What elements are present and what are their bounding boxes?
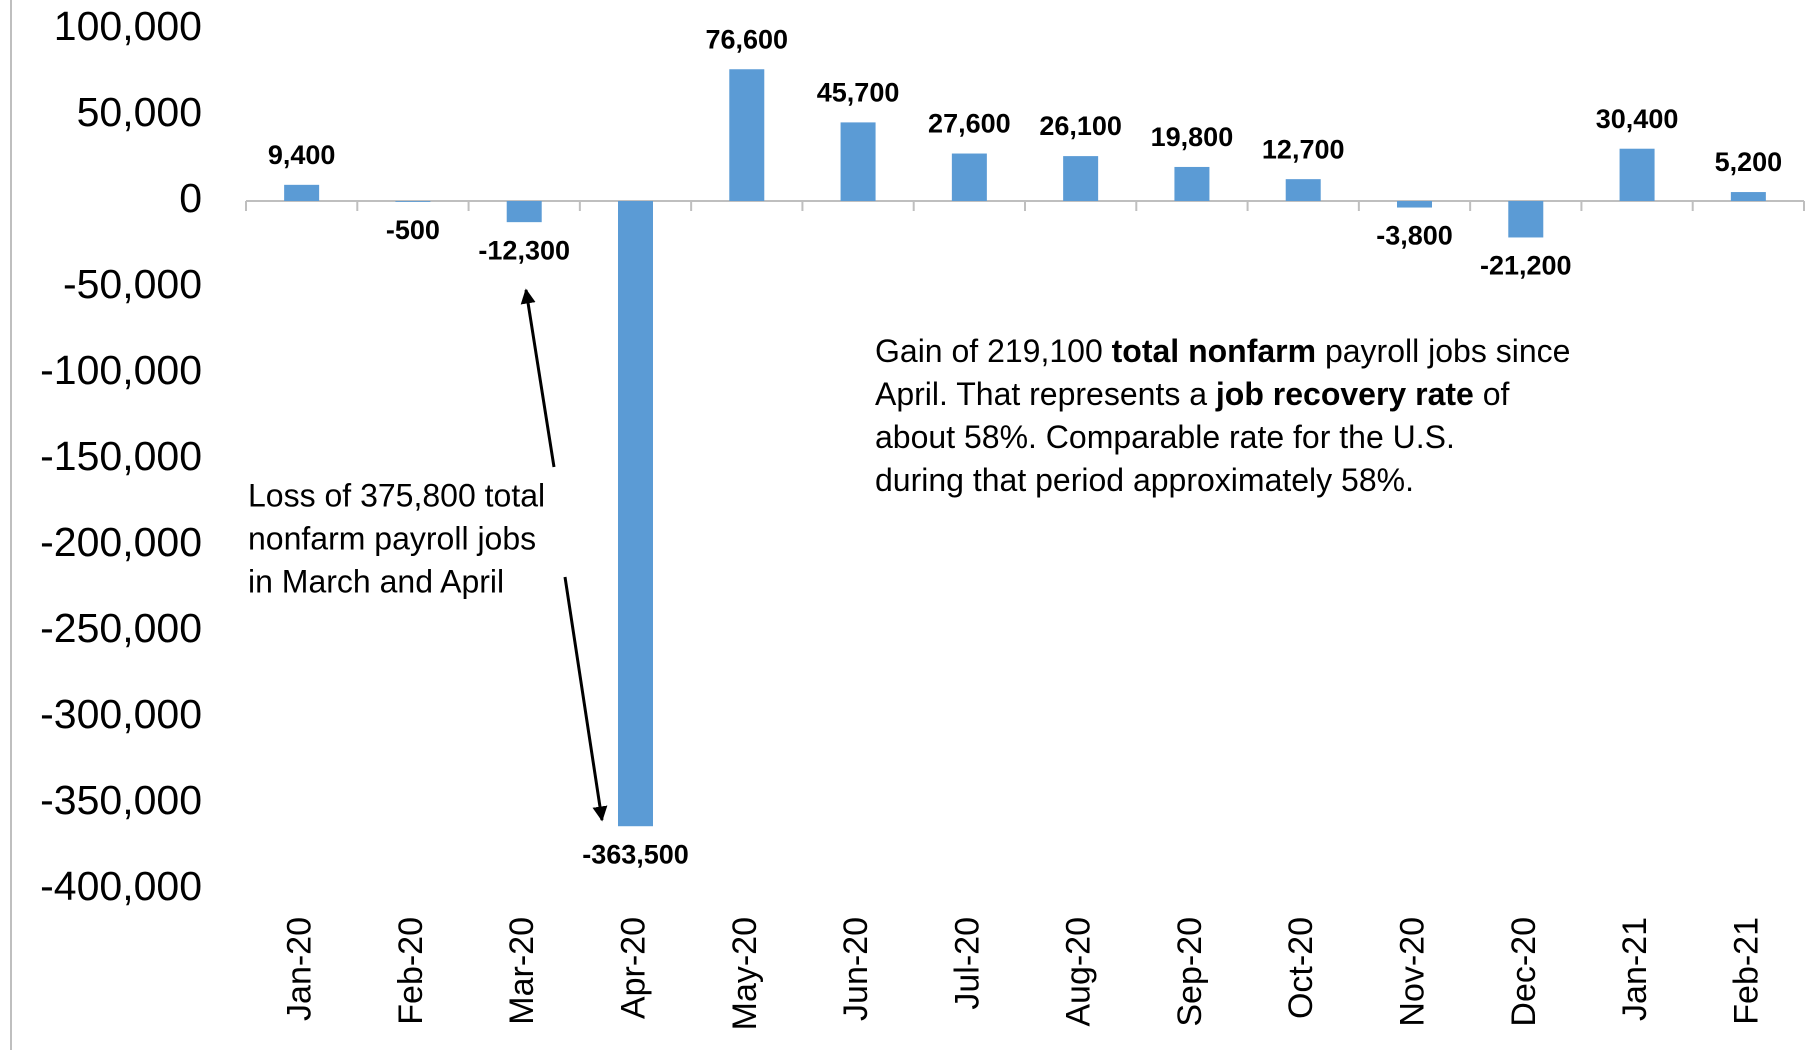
data-label: -12,300: [478, 235, 570, 265]
y-tick-label: 0: [179, 175, 202, 221]
bar: [1730, 192, 1766, 201]
x-tick-label: Jul-20: [948, 917, 986, 1010]
data-label: 26,100: [1039, 111, 1122, 141]
annotation: nonfarm payroll jobs: [248, 520, 536, 556]
bar: [618, 201, 653, 827]
data-label: 27,600: [928, 109, 1011, 139]
x-tick-label: Feb-20: [392, 917, 430, 1025]
data-label: 5,200: [1715, 147, 1783, 177]
x-tick-label: Jan-21: [1616, 917, 1654, 1021]
x-tick-label: Mar-20: [503, 917, 541, 1025]
y-tick-label: -250,000: [40, 605, 202, 651]
annotation: Gain of 219,100 total nonfarm payroll jo…: [875, 333, 1570, 369]
bar: [1063, 156, 1099, 201]
x-tick-label: Jun-20: [837, 917, 875, 1021]
data-label: 12,700: [1262, 134, 1345, 164]
data-label: 45,700: [817, 78, 900, 108]
y-tick-label: 50,000: [77, 89, 202, 135]
bar: [1619, 148, 1655, 201]
bar: [729, 69, 765, 201]
annotation: April. That represents a job recovery ra…: [875, 376, 1510, 412]
arrow: [563, 576, 608, 822]
bar: [395, 201, 431, 202]
data-label: -3,800: [1376, 221, 1453, 251]
y-tick-label: -350,000: [40, 777, 202, 823]
annotation: Loss of 375,800 total: [248, 477, 545, 513]
y-tick-label: -400,000: [40, 863, 202, 909]
bar: [1397, 201, 1432, 208]
data-label: -500: [386, 215, 440, 245]
x-tick-label: Sep-20: [1171, 917, 1209, 1027]
annotation-run: job recovery rate: [1215, 376, 1474, 412]
annotation: during that period approximately 58%.: [875, 462, 1414, 498]
y-tick-label: -150,000: [40, 433, 202, 479]
bar: [284, 184, 320, 201]
data-label: 76,600: [705, 24, 788, 54]
annotation-run: payroll jobs since: [1316, 333, 1570, 369]
x-tick-label: Nov-20: [1393, 917, 1431, 1027]
annotation-run: Gain of 219,100: [875, 333, 1112, 369]
annotation-run: April. That represents a: [875, 376, 1216, 412]
data-label: 9,400: [268, 140, 336, 170]
data-label: 19,800: [1151, 122, 1234, 152]
x-tick-label: Jan-20: [281, 917, 319, 1021]
y-tick-label: -100,000: [40, 347, 202, 393]
y-tick-label: -200,000: [40, 519, 202, 565]
x-tick-label: Feb-21: [1727, 917, 1765, 1025]
x-tick-label: Apr-20: [614, 917, 652, 1019]
data-label: -363,500: [582, 839, 689, 869]
data-label: -21,200: [1480, 251, 1572, 281]
annotation: in March and April: [248, 563, 504, 599]
bar: [1285, 179, 1321, 201]
x-tick-label: May-20: [726, 917, 764, 1030]
arrow: [520, 288, 556, 468]
x-tick-label: Oct-20: [1282, 917, 1320, 1019]
y-tick-label: -50,000: [63, 261, 202, 307]
bar: [1174, 166, 1210, 201]
annotation-run: of: [1474, 376, 1510, 412]
x-tick-label: Aug-20: [1060, 917, 1098, 1027]
y-tick-label: 100,000: [54, 3, 202, 49]
annotation: about 58%. Comparable rate for the U.S.: [875, 419, 1455, 455]
annotation-run: during that period approximately 58%.: [875, 462, 1414, 498]
data-label: 30,400: [1596, 104, 1679, 134]
bar: [506, 201, 542, 223]
x-tick-label: Dec-20: [1505, 917, 1543, 1027]
annotation-run: about 58%. Comparable rate for the U.S.: [875, 419, 1455, 455]
y-tick-label: -300,000: [40, 691, 202, 737]
bar: [840, 122, 876, 201]
annotation-run: total nonfarm: [1112, 333, 1316, 369]
bar: [951, 153, 987, 201]
bar: [1508, 201, 1544, 238]
